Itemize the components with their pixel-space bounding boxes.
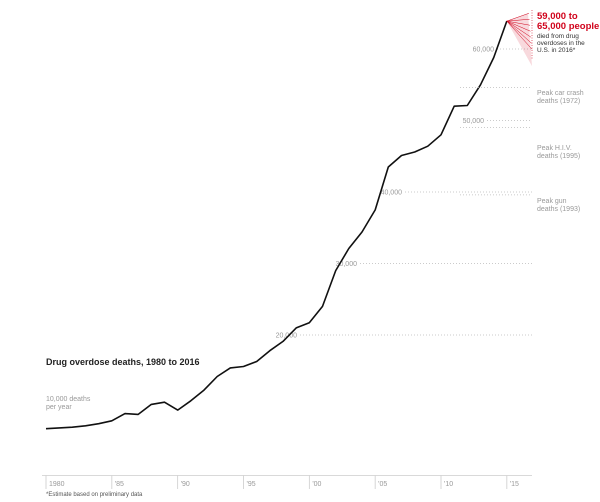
y-tick-labels: 20,000 30,000 40,000 50,000 60,000: [276, 47, 495, 340]
series-layer: [45, 20, 508, 430]
x-tick-label: '90: [181, 481, 190, 488]
estimate-fan: [506, 13, 532, 67]
x-tick-labels: 1980 '85 '90 '95 '00 '05 '10 '15: [49, 481, 519, 488]
y-tick-label: 30,000: [336, 261, 358, 268]
estimate-stroke: [506, 13, 530, 22]
peak-label: deaths (1972): [537, 98, 580, 105]
ylabel-line-1: 10,000 deaths: [46, 396, 91, 403]
peak-label: deaths (1993): [537, 206, 580, 213]
peak-label: Peak H.I.V.: [537, 145, 572, 152]
highlight-annotation: 59,000 to 65,000 people died from drug o…: [537, 11, 599, 54]
x-tick-label: '95: [247, 481, 256, 488]
y-tick-label: 50,000: [463, 118, 485, 125]
x-tick-label: '15: [510, 481, 519, 488]
chart-title: Drug overdose deaths, 1980 to 2016: [46, 357, 200, 367]
x-axis: [42, 475, 532, 489]
x-tick-label: '85: [115, 481, 124, 488]
x-tick-label: '00: [312, 481, 321, 488]
estimate-stroke: [506, 20, 533, 50]
x-tick-label: '05: [378, 481, 387, 488]
x-tick-label: '10: [444, 481, 453, 488]
y-tick-label: 40,000: [381, 190, 403, 197]
estimate-stroke: [506, 19, 530, 22]
highlight-note-1: died from drug: [537, 33, 579, 40]
x-tick-label: 1980: [49, 481, 65, 488]
ylabel-line-2: per year: [46, 404, 72, 411]
highlight-line-2: 65,000 people: [537, 21, 599, 32]
estimate-stroke: [506, 20, 531, 26]
estimate-stroke: [506, 20, 532, 38]
footnote: *Estimate based on preliminary data: [46, 492, 143, 498]
estimate-stroke: [506, 20, 532, 44]
y-tick-label: 60,000: [473, 47, 495, 54]
highlight-note-3: U.S. in 2016*: [537, 47, 576, 54]
peak-label: Peak car crash: [537, 90, 584, 97]
peak-label: Peak gun: [537, 198, 567, 205]
peak-label: deaths (1995): [537, 153, 580, 160]
highlight-line-1: 59,000 to: [537, 11, 578, 22]
series-line: [45, 20, 508, 430]
estimate-stroke: [506, 20, 531, 32]
highlight-note-2: overdoses in the: [537, 40, 585, 47]
estimate-range: [506, 10, 533, 67]
y-tick-label: 20,000: [276, 333, 298, 340]
gridlines: [300, 48, 532, 336]
